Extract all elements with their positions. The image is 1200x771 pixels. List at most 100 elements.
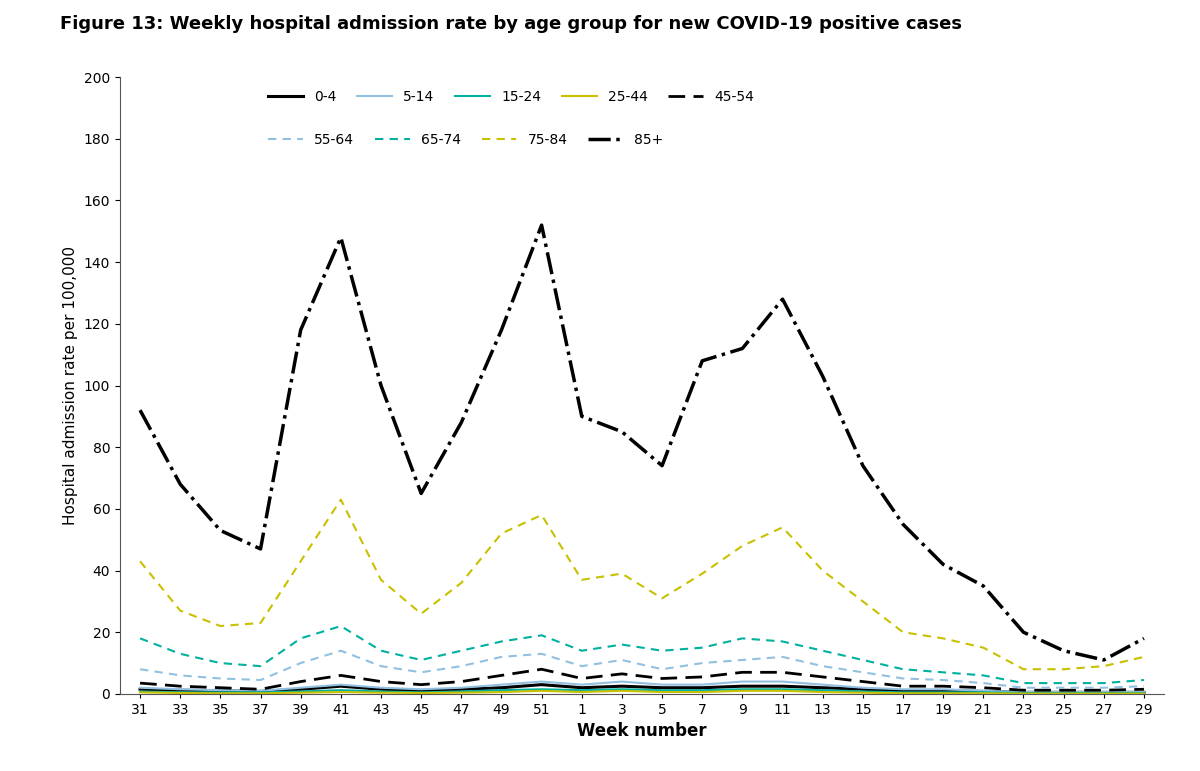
15-24 xyxy=(494,685,509,695)
5-14 xyxy=(655,680,670,689)
45-54 xyxy=(494,671,509,680)
75-84 xyxy=(775,523,790,532)
85+ xyxy=(655,461,670,470)
85+ xyxy=(575,412,589,421)
0-4 xyxy=(1097,688,1111,697)
75-84 xyxy=(334,495,348,504)
0-4 xyxy=(454,685,468,694)
25-44 xyxy=(334,688,348,697)
0-4 xyxy=(895,686,911,695)
85+ xyxy=(494,325,509,335)
45-54 xyxy=(1136,685,1151,694)
25-44 xyxy=(816,688,830,697)
75-84 xyxy=(856,597,870,606)
15-24 xyxy=(655,685,670,695)
15-24 xyxy=(816,685,830,695)
25-44 xyxy=(494,688,509,697)
0-4 xyxy=(374,685,389,694)
55-64 xyxy=(294,658,308,668)
45-54 xyxy=(173,682,187,691)
5-14 xyxy=(614,677,629,686)
85+ xyxy=(414,489,428,498)
15-24 xyxy=(775,685,790,694)
5-14 xyxy=(1097,688,1111,697)
25-44 xyxy=(895,689,911,698)
45-54 xyxy=(133,678,148,688)
85+ xyxy=(1136,634,1151,643)
15-24 xyxy=(1097,689,1111,698)
15-24 xyxy=(1136,689,1151,698)
Line: 5-14: 5-14 xyxy=(140,682,1144,692)
Legend: 55-64, 65-74, 75-84, 85+: 55-64, 65-74, 75-84, 85+ xyxy=(263,127,668,153)
5-14 xyxy=(414,685,428,694)
65-74 xyxy=(173,649,187,658)
25-44 xyxy=(253,689,268,698)
65-74 xyxy=(133,634,148,643)
75-84 xyxy=(1136,652,1151,662)
55-64 xyxy=(895,674,911,683)
5-14 xyxy=(816,680,830,689)
25-44 xyxy=(775,686,790,695)
55-64 xyxy=(414,668,428,677)
85+ xyxy=(736,344,750,353)
45-54 xyxy=(1056,685,1070,695)
15-24 xyxy=(454,687,468,696)
Line: 45-54: 45-54 xyxy=(140,669,1144,690)
0-4 xyxy=(856,685,870,694)
75-84 xyxy=(736,541,750,550)
65-74 xyxy=(1016,678,1031,688)
55-64 xyxy=(976,678,990,688)
75-84 xyxy=(976,643,990,652)
55-64 xyxy=(454,662,468,671)
5-14 xyxy=(133,683,148,692)
75-84 xyxy=(895,628,911,637)
15-24 xyxy=(534,685,548,694)
25-44 xyxy=(133,688,148,697)
65-74 xyxy=(374,646,389,655)
65-74 xyxy=(614,640,629,649)
15-24 xyxy=(614,685,629,694)
15-24 xyxy=(575,685,589,695)
25-44 xyxy=(655,688,670,697)
X-axis label: Week number: Week number xyxy=(577,722,707,740)
0-4 xyxy=(655,683,670,692)
25-44 xyxy=(1136,689,1151,699)
55-64 xyxy=(936,675,950,685)
85+ xyxy=(695,356,709,365)
25-44 xyxy=(454,688,468,697)
5-14 xyxy=(775,677,790,686)
75-84 xyxy=(253,618,268,628)
55-64 xyxy=(1097,683,1111,692)
0-4 xyxy=(936,686,950,695)
85+ xyxy=(294,325,308,335)
55-64 xyxy=(736,655,750,665)
55-64 xyxy=(1136,682,1151,691)
45-54 xyxy=(655,674,670,683)
15-24 xyxy=(856,687,870,696)
75-84 xyxy=(133,557,148,566)
55-64 xyxy=(1056,683,1070,692)
Line: 25-44: 25-44 xyxy=(140,691,1144,694)
Line: 15-24: 15-24 xyxy=(140,689,1144,693)
45-54 xyxy=(214,683,228,692)
85+ xyxy=(775,295,790,304)
0-4 xyxy=(414,686,428,695)
65-74 xyxy=(253,662,268,671)
85+ xyxy=(856,461,870,470)
Line: 55-64: 55-64 xyxy=(140,651,1144,688)
15-24 xyxy=(214,688,228,697)
25-44 xyxy=(575,688,589,697)
85+ xyxy=(1097,655,1111,665)
85+ xyxy=(214,526,228,535)
85+ xyxy=(936,560,950,569)
0-4 xyxy=(1056,688,1070,697)
75-84 xyxy=(1056,665,1070,674)
65-74 xyxy=(775,637,790,646)
25-44 xyxy=(374,688,389,697)
75-84 xyxy=(494,529,509,538)
65-74 xyxy=(214,658,228,668)
45-54 xyxy=(976,683,990,692)
0-4 xyxy=(976,687,990,696)
85+ xyxy=(534,221,548,230)
25-44 xyxy=(1056,689,1070,699)
